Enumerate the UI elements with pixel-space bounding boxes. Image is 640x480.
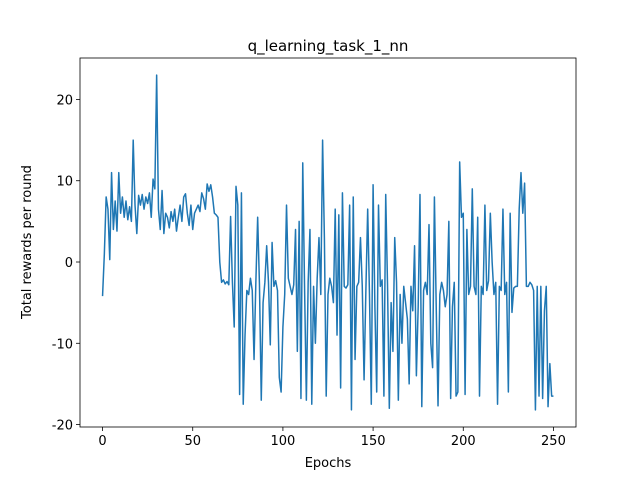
x-tick-label: 100: [270, 434, 295, 449]
y-tick-label: 10: [56, 175, 73, 190]
data-line: [101, 74, 554, 411]
chart-title: q_learning_task_1_nn: [248, 37, 409, 56]
y-tick-label: 20: [56, 93, 73, 108]
plot-frame: [79, 57, 577, 428]
x-tick-label: 0: [98, 434, 106, 449]
x-tick-label: 200: [451, 434, 476, 449]
x-tick-label: 150: [361, 434, 386, 449]
y-tick-label: 0: [65, 256, 73, 271]
y-tick-label: -20: [52, 419, 73, 434]
y-tick-label: -10: [52, 337, 73, 352]
x-tick-label: 50: [184, 434, 201, 449]
y-axis-label: Total rewards per round: [20, 165, 35, 320]
x-tick-label: 250: [541, 434, 566, 449]
x-axis-label: Epochs: [305, 456, 352, 471]
